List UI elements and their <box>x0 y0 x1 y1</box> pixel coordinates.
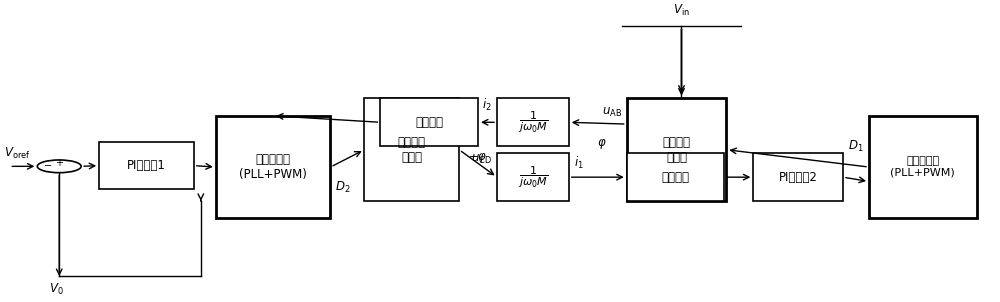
Text: 原边控制器
(PLL+PWM): 原边控制器 (PLL+PWM) <box>890 156 955 178</box>
Text: $i_2$: $i_2$ <box>482 97 492 113</box>
Text: 相位采样: 相位采样 <box>415 116 443 129</box>
Text: $u_{\rm CD}$: $u_{\rm CD}$ <box>471 153 492 166</box>
Text: PI调节器2: PI调节器2 <box>779 171 818 184</box>
Text: $D_2$: $D_2$ <box>335 180 351 195</box>
FancyBboxPatch shape <box>497 98 569 146</box>
Text: $u_{\rm AB}$: $u_{\rm AB}$ <box>602 106 622 119</box>
FancyBboxPatch shape <box>99 142 194 189</box>
FancyBboxPatch shape <box>216 116 330 218</box>
FancyBboxPatch shape <box>627 153 724 201</box>
Text: $\dfrac{1}{j\omega_0 M}$: $\dfrac{1}{j\omega_0 M}$ <box>518 164 548 190</box>
FancyBboxPatch shape <box>753 153 843 201</box>
Text: +: + <box>55 158 63 168</box>
Text: $V_{\rm oref}$: $V_{\rm oref}$ <box>4 146 31 161</box>
Text: 原边全桥
变换器: 原边全桥 变换器 <box>663 136 691 164</box>
Text: $\varphi$: $\varphi$ <box>597 137 607 151</box>
Text: $V_0$: $V_0$ <box>49 282 64 297</box>
Text: $\dfrac{1}{j\omega_0 M}$: $\dfrac{1}{j\omega_0 M}$ <box>518 110 548 135</box>
Text: 副边全桥
变换器: 副边全桥 变换器 <box>398 136 426 164</box>
FancyBboxPatch shape <box>869 116 977 218</box>
Text: $-\varphi$: $-\varphi$ <box>468 151 487 165</box>
FancyBboxPatch shape <box>497 153 569 201</box>
Text: $D_1$: $D_1$ <box>848 139 864 154</box>
Text: 副边控制器
(PLL+PWM): 副边控制器 (PLL+PWM) <box>239 153 307 181</box>
Text: $V_{\rm in}$: $V_{\rm in}$ <box>673 2 690 18</box>
FancyBboxPatch shape <box>364 98 459 201</box>
Text: PI调节器1: PI调节器1 <box>127 159 166 172</box>
FancyBboxPatch shape <box>380 98 478 146</box>
Text: $i_1$: $i_1$ <box>574 155 584 171</box>
Text: 相位采样: 相位采样 <box>662 171 690 184</box>
Text: −: − <box>44 161 52 171</box>
FancyBboxPatch shape <box>627 98 726 201</box>
